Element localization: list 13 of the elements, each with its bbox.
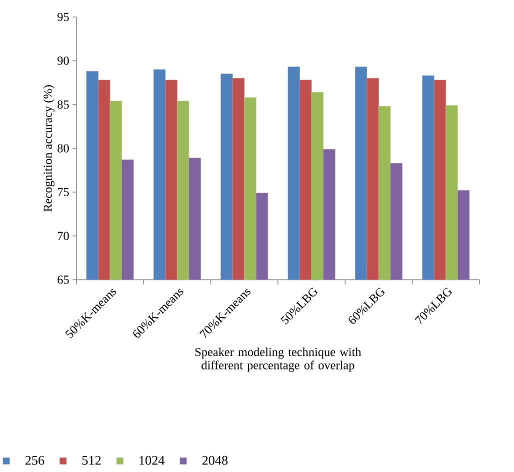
y-tick-label: 80 — [58, 144, 69, 153]
y-tick-label: 70 — [58, 232, 69, 240]
legend-label: 256 — [25, 456, 44, 465]
y-tick-label: 85 — [58, 100, 69, 109]
x-axis-title: Speaker modeling technique with different percentage of overlap — [195, 348, 362, 372]
legend-label: 512 — [82, 456, 101, 465]
y-tick-label: 95 — [58, 12, 69, 22]
y-tick-label: 90 — [58, 56, 69, 65]
y-tick-label: 75 — [58, 188, 69, 196]
legend-label: 1024 — [140, 456, 165, 465]
legend-label: 2048 — [202, 456, 228, 465]
y-axis-title: Recognition accuracy (%) — [43, 85, 54, 212]
y-tick-label: 65 — [58, 276, 69, 284]
